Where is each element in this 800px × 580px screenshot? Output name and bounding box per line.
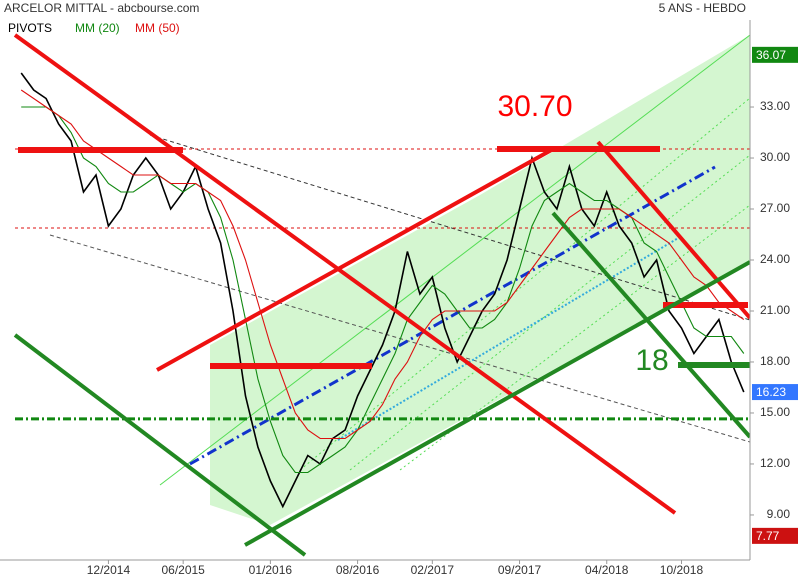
value-box <box>752 384 798 401</box>
x-tick-label: 04/2018 <box>585 563 629 577</box>
value-box-label: 36.07 <box>756 48 786 62</box>
drawings <box>13 33 752 557</box>
y-tick-label: 24.00 <box>760 252 790 266</box>
x-tick-label: 02/2017 <box>411 563 455 577</box>
annotation: 30.70 <box>497 90 572 123</box>
resistance-line <box>596 140 752 320</box>
value-box-label: 16.23 <box>756 385 786 399</box>
channel-fill <box>210 35 750 525</box>
support-line <box>551 211 752 439</box>
y-tick-label: 21.00 <box>760 303 790 317</box>
value-box <box>752 46 798 63</box>
price-line <box>20 72 745 509</box>
x-tick-label: 06/2015 <box>161 563 205 577</box>
legend-label: MM (50) <box>135 21 180 35</box>
channel-line <box>159 34 751 486</box>
moving-average <box>20 89 745 440</box>
y-tick-label: 12.00 <box>760 456 790 470</box>
y-tick-label: 27.00 <box>760 201 790 215</box>
y-tick-label: 33.00 <box>760 99 790 113</box>
value-box-label: 7.77 <box>756 529 780 543</box>
y-tick-label: 18.00 <box>760 354 790 368</box>
legend-label: PIVOTS <box>8 21 52 35</box>
support-line <box>244 260 751 547</box>
trend-line <box>189 165 716 466</box>
chart-subtitle: 5 ANS - HEBDO <box>659 1 746 15</box>
axis-panel <box>750 0 800 580</box>
y-tick-label: 15.00 <box>760 405 790 419</box>
x-tick-label: 09/2017 <box>498 563 542 577</box>
resistance-line <box>156 146 556 372</box>
resistance-line <box>13 33 677 515</box>
value-box <box>752 527 798 544</box>
support-line <box>13 333 307 557</box>
x-tick-label: 01/2016 <box>249 563 293 577</box>
legend-label: MM (20) <box>75 21 120 35</box>
chart-title: ARCELOR MITTAL - abcbourse.com <box>4 1 199 15</box>
channel-line <box>299 97 751 471</box>
x-tick-label: 08/2016 <box>336 563 380 577</box>
x-tick-label: 10/2018 <box>660 563 704 577</box>
x-tick-label: 12/2014 <box>87 563 131 577</box>
annotation: 18 <box>635 344 668 377</box>
y-tick-label: 9.00 <box>767 507 791 521</box>
y-tick-label: 30.00 <box>760 150 790 164</box>
